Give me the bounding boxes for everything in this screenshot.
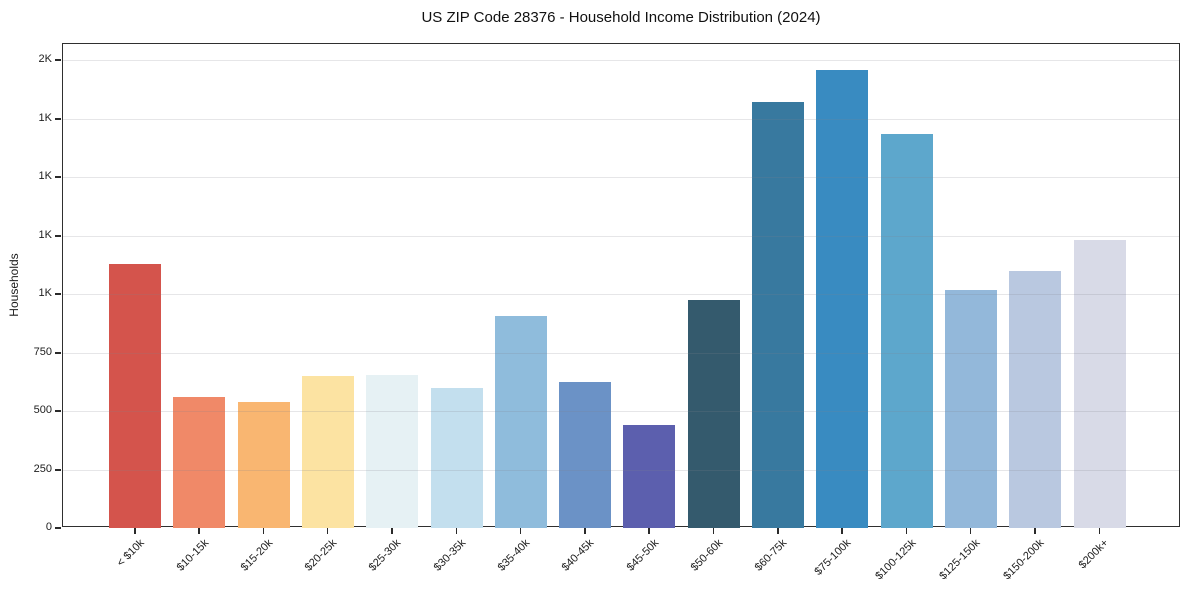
x-tick-label-35-40k: $35-40k xyxy=(495,537,533,574)
bar-125-150k xyxy=(945,290,997,528)
gridline xyxy=(63,177,1179,178)
x-tick-label-40-45k: $40-45k xyxy=(559,537,597,574)
x-tick-label-20-25k: $20-25k xyxy=(302,537,340,574)
gridline xyxy=(63,60,1179,61)
x-tick-label-60-75k: $60-75k xyxy=(752,537,790,574)
bar-40-45k xyxy=(559,382,611,528)
gridline xyxy=(63,119,1179,120)
y-tick-mark xyxy=(55,410,61,412)
x-tick-mark xyxy=(584,528,586,534)
gridline xyxy=(63,470,1179,471)
y-axis-label: Households xyxy=(7,253,21,317)
x-tick-mark xyxy=(134,528,136,534)
x-tick-mark xyxy=(712,528,715,534)
y-tick-mark xyxy=(55,352,61,354)
x-tick-label-10k: < $10k xyxy=(114,537,147,570)
y-tick-label: 250 xyxy=(33,463,52,475)
bar-20-25k xyxy=(302,376,354,528)
x-tick-mark xyxy=(326,528,329,534)
bar-10k xyxy=(109,264,161,528)
x-tick-label-15-20k: $15-20k xyxy=(238,537,276,574)
x-tick-mark xyxy=(1034,528,1036,534)
bar-50-60k xyxy=(688,300,740,528)
bar-30-35k xyxy=(431,388,483,528)
x-tick-mark xyxy=(905,528,908,534)
y-tick-mark xyxy=(55,469,61,471)
bar-25-30k xyxy=(366,375,418,528)
bar-35-40k xyxy=(495,316,547,528)
x-tick-label-45-50k: $45-50k xyxy=(624,537,661,574)
y-tick-label: 750 xyxy=(33,346,52,358)
y-tick-label: 1K xyxy=(38,112,52,124)
bar-45-50k xyxy=(623,425,675,528)
plot-area xyxy=(62,43,1180,528)
x-tick-label-75-100k: $75-100k xyxy=(812,537,854,578)
x-tick-mark xyxy=(198,528,200,534)
x-tick-label-50-60k: $50-60k xyxy=(688,537,726,574)
y-tick-label: 1K xyxy=(38,170,52,182)
gridline xyxy=(63,353,1179,354)
x-tick-mark xyxy=(262,528,265,534)
y-tick-mark xyxy=(55,293,61,295)
y-tick-mark xyxy=(55,527,61,529)
bar-150-200k xyxy=(1009,271,1061,528)
x-tick-mark xyxy=(777,528,779,534)
y-tick-label: 1K xyxy=(38,287,52,299)
bar-60-75k xyxy=(752,102,804,528)
x-tick-label-100-125k: $100-125k xyxy=(872,537,919,583)
x-tick-mark xyxy=(969,528,972,534)
bar-75-100k xyxy=(816,70,868,528)
y-tick-label: 0 xyxy=(45,521,52,533)
x-tick-label-125-150k: $125-150k xyxy=(937,537,983,583)
x-tick-mark xyxy=(1098,528,1100,534)
y-tick-label: 500 xyxy=(33,404,52,416)
x-tick-label-150-200k: $150-200k xyxy=(1001,537,1047,583)
y-tick-mark xyxy=(55,176,61,178)
x-tick-mark xyxy=(841,528,843,534)
bar-100-125k xyxy=(881,134,933,528)
bar-10-15k xyxy=(173,397,225,528)
y-tick-label: 2K xyxy=(38,53,52,65)
gridline xyxy=(63,294,1179,295)
x-tick-mark xyxy=(391,528,393,534)
chart-title: US ZIP Code 28376 - Household Income Dis… xyxy=(421,9,821,26)
x-tick-label-30-35k: $30-35k xyxy=(431,537,468,574)
y-tick-mark xyxy=(55,235,61,237)
x-tick-mark xyxy=(455,528,457,534)
x-tick-mark xyxy=(519,528,522,534)
bar-200k xyxy=(1074,240,1126,528)
x-tick-label-10-15k: $10-15k xyxy=(174,537,211,574)
y-tick-label: 1K xyxy=(38,229,52,241)
gridline xyxy=(63,236,1179,237)
x-tick-label-200k: $200k+ xyxy=(1076,537,1111,572)
x-tick-mark xyxy=(648,528,650,534)
y-tick-mark xyxy=(55,59,61,61)
y-tick-mark xyxy=(55,118,61,120)
x-tick-label-25-30k: $25-30k xyxy=(367,537,404,574)
bar-15-20k xyxy=(238,402,290,528)
gridline xyxy=(63,411,1179,412)
